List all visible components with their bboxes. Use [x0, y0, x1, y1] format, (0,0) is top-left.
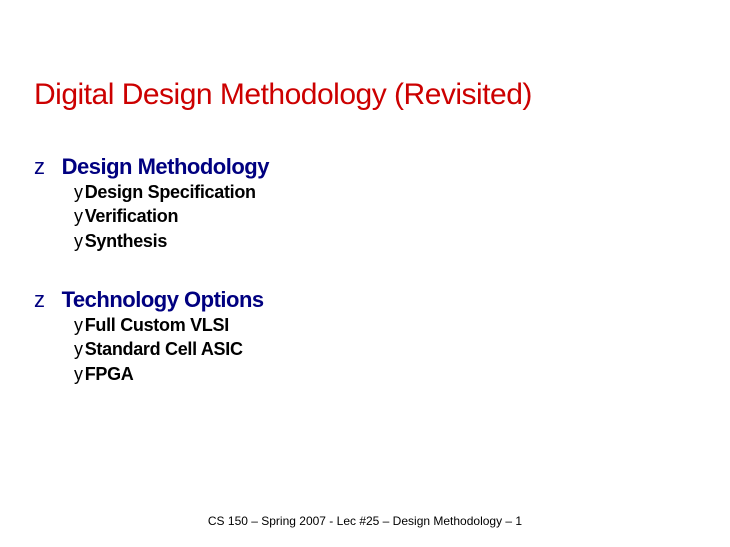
- sub-bullet-icon: y: [74, 204, 83, 228]
- sub-item-0-0: yDesign Specification: [74, 180, 269, 204]
- sub-bullet-icon: y: [74, 229, 83, 253]
- sub-item-1-1: yStandard Cell ASIC: [74, 337, 264, 361]
- sub-item-text: Full Custom VLSI: [85, 315, 229, 335]
- sub-item-0-1: yVerification: [74, 204, 269, 228]
- sub-item-text: Synthesis: [85, 231, 167, 251]
- sub-bullet-icon: y: [74, 313, 83, 337]
- section-bullet-icon: z: [34, 154, 52, 180]
- section-heading-text: Design Methodology: [56, 154, 269, 179]
- sub-bullet-icon: y: [74, 362, 83, 386]
- section-heading-1: z Technology Options: [34, 287, 264, 313]
- section-0: z Design MethodologyyDesign Specificatio…: [34, 154, 269, 253]
- slide-title: Digital Design Methodology (Revisited): [34, 78, 532, 112]
- sub-item-text: Design Specification: [85, 182, 256, 202]
- sub-item-text: Standard Cell ASIC: [85, 339, 243, 359]
- slide-footer: CS 150 – Spring 2007 - Lec #25 – Design …: [0, 514, 730, 528]
- sub-bullet-icon: y: [74, 337, 83, 361]
- sub-item-1-0: yFull Custom VLSI: [74, 313, 264, 337]
- sub-item-1-2: yFPGA: [74, 362, 264, 386]
- sub-bullet-icon: y: [74, 180, 83, 204]
- sub-item-0-2: ySynthesis: [74, 229, 269, 253]
- sub-item-text: FPGA: [85, 364, 134, 384]
- section-1: z Technology OptionsyFull Custom VLSIySt…: [34, 287, 264, 386]
- sub-item-text: Verification: [85, 206, 178, 226]
- section-heading-text: Technology Options: [56, 287, 264, 312]
- section-heading-0: z Design Methodology: [34, 154, 269, 180]
- section-bullet-icon: z: [34, 287, 52, 313]
